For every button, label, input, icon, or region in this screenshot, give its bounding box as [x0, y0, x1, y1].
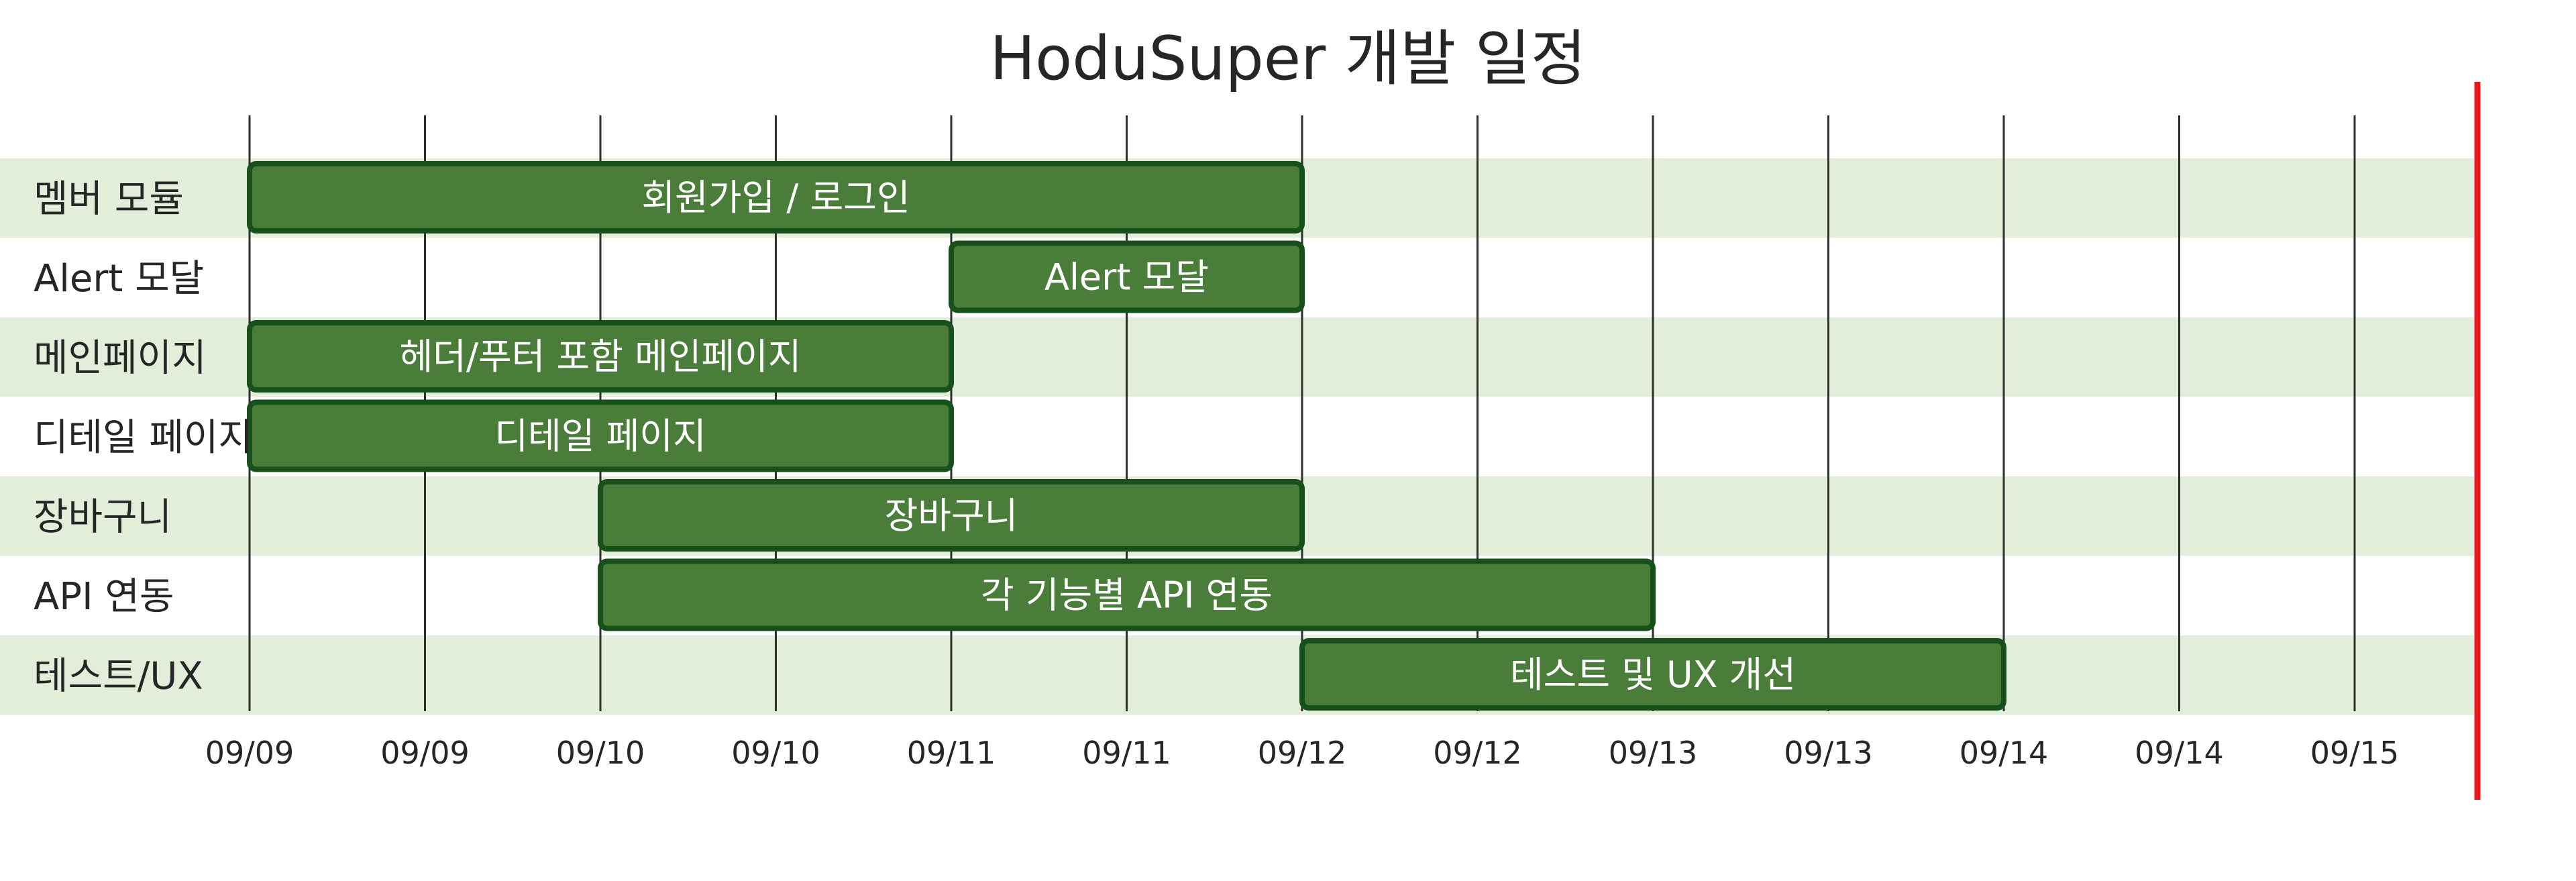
task-bar-label: 장바구니 — [885, 495, 1018, 537]
x-tick-label: 09/10 — [731, 735, 820, 771]
x-tick-label: 09/13 — [1784, 735, 1873, 771]
task-bar — [598, 558, 1656, 631]
task-bar — [247, 161, 1305, 234]
row-label: 멤버 모듈 — [34, 177, 184, 221]
task-bar-label: 헤더/푸터 포함 메인페이지 — [399, 335, 801, 378]
row-band — [0, 635, 2475, 715]
task-bar-label: 각 기능별 API 연동 — [981, 574, 1273, 617]
row-label: 메인페이지 — [34, 336, 207, 380]
x-tick-label: 09/10 — [556, 735, 645, 771]
x-tick-labels: 09/09 09/09 09/10 09/10 09/11 09/11 09/12 09/12… — [205, 735, 2400, 771]
x-tick-label: 09/09 — [205, 735, 294, 771]
task-bar — [247, 399, 954, 472]
row-label: Alert 모달 — [34, 257, 204, 301]
row-label: 디테일 페이지 — [34, 416, 253, 460]
task-bar-label: 디테일 페이지 — [494, 415, 706, 458]
task-bar-label: 회원가입 / 로그인 — [641, 176, 910, 219]
row-label: 테스트/UX — [34, 654, 203, 698]
x-tick-label: 09/12 — [1433, 735, 1522, 771]
x-tick-label: 09/14 — [1960, 735, 2049, 771]
x-tick-label: 09/13 — [1609, 735, 1698, 771]
task-bar-label: 테스트 및 UX 개선 — [1510, 654, 1796, 696]
x-tick-label: 09/09 — [380, 735, 470, 771]
row-label: API 연동 — [34, 575, 174, 619]
x-tick-label: 09/12 — [1258, 735, 1347, 771]
task-bar — [247, 320, 954, 393]
row-label: 장바구니 — [34, 495, 172, 539]
task-bar — [949, 240, 1305, 313]
chart-title: HoduSuper 개발 일정 — [990, 23, 1587, 94]
task-bar — [598, 479, 1305, 552]
x-tick-label: 09/11 — [907, 735, 996, 771]
task-bar — [1299, 638, 2006, 711]
task-bar-label: Alert 모달 — [1044, 256, 1209, 299]
x-tick-label: 09/11 — [1082, 735, 1171, 771]
x-tick-label: 09/14 — [2135, 735, 2224, 771]
x-tick-label: 09/15 — [2310, 735, 2400, 771]
